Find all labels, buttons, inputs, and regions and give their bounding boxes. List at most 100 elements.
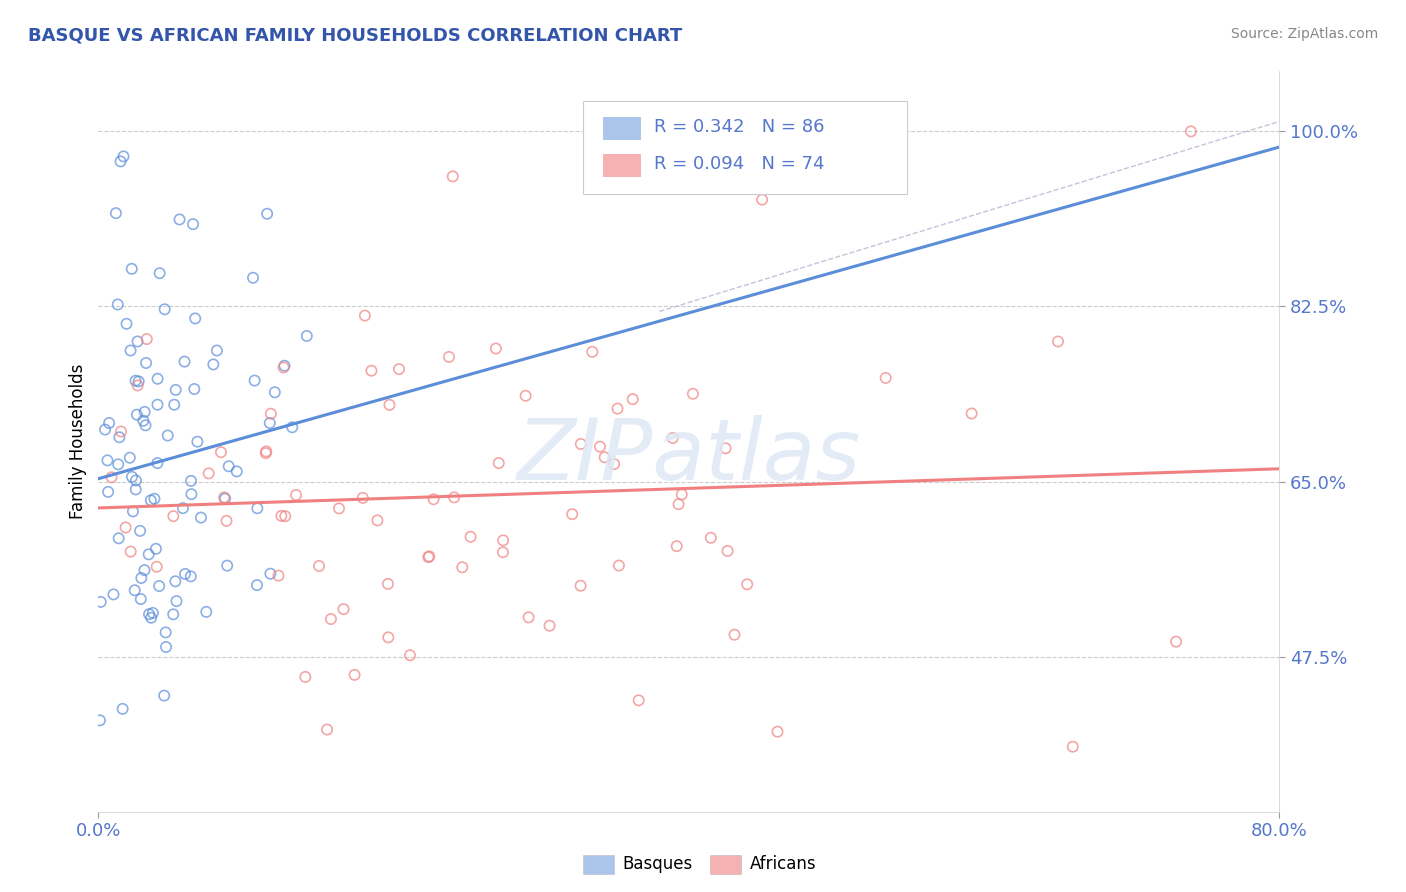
Point — [104, 206, 127, 220]
Point — [256, 207, 278, 221]
Point — [146, 456, 169, 470]
Point — [517, 610, 540, 624]
Point — [418, 549, 440, 564]
Text: Basques: Basques — [623, 855, 693, 873]
Point — [121, 470, 143, 484]
Point — [593, 450, 616, 465]
Point — [225, 464, 247, 478]
Point — [120, 544, 142, 558]
Point — [107, 532, 129, 546]
Point — [110, 425, 132, 439]
Text: R = 0.094   N = 74: R = 0.094 N = 74 — [654, 155, 824, 173]
Point — [143, 491, 166, 506]
Point — [274, 509, 297, 524]
Point — [96, 453, 118, 467]
Point — [111, 702, 134, 716]
Point — [145, 541, 167, 556]
Text: R = 0.342   N = 86: R = 0.342 N = 86 — [654, 118, 824, 136]
Point — [714, 442, 737, 456]
Point — [581, 344, 603, 359]
Point — [108, 430, 131, 444]
Point — [316, 723, 339, 737]
Point — [97, 484, 120, 499]
Point — [263, 385, 285, 400]
Point — [190, 510, 212, 524]
Point — [492, 533, 515, 548]
Point — [202, 358, 225, 372]
Point — [246, 501, 269, 516]
Point — [183, 382, 205, 396]
Point — [162, 607, 184, 622]
Point — [665, 539, 688, 553]
Point — [443, 491, 465, 505]
Point — [700, 531, 723, 545]
Text: BASQUE VS AFRICAN FAMILY HOUSEHOLDS CORRELATION CHART: BASQUE VS AFRICAN FAMILY HOUSEHOLDS CORR… — [28, 27, 682, 45]
Point — [273, 360, 295, 375]
Point — [180, 569, 202, 583]
Y-axis label: Family Households: Family Households — [69, 364, 87, 519]
Point — [561, 507, 583, 521]
Point — [124, 583, 146, 598]
Point — [135, 332, 157, 346]
Point — [186, 434, 208, 449]
Bar — [603, 117, 641, 140]
Point — [366, 513, 388, 527]
Point — [129, 524, 152, 538]
Point — [110, 154, 132, 169]
Point — [169, 212, 191, 227]
Point — [100, 470, 122, 484]
Text: Source: ZipAtlas.com: Source: ZipAtlas.com — [1230, 27, 1378, 41]
Point — [138, 607, 160, 622]
Point — [174, 566, 197, 581]
Point — [603, 457, 626, 471]
Point — [184, 311, 207, 326]
Point — [124, 374, 146, 388]
Point — [195, 605, 218, 619]
Point — [328, 501, 350, 516]
Point — [295, 329, 318, 343]
Point — [180, 487, 202, 501]
Point — [661, 431, 683, 445]
Point — [460, 530, 482, 544]
Point — [139, 493, 162, 508]
Point — [125, 408, 148, 422]
Point — [621, 392, 644, 406]
Point — [218, 459, 240, 474]
FancyBboxPatch shape — [582, 101, 907, 194]
Point — [146, 372, 169, 386]
Point — [107, 297, 129, 311]
Point — [273, 359, 295, 373]
Point — [285, 488, 308, 502]
Point — [197, 467, 219, 481]
Point — [149, 266, 172, 280]
Point — [270, 508, 292, 523]
Point — [260, 407, 283, 421]
Point — [103, 587, 125, 601]
Point — [538, 618, 561, 632]
Point — [155, 640, 177, 654]
Point — [141, 611, 163, 625]
Point — [488, 456, 510, 470]
Point — [1180, 124, 1202, 138]
Point — [627, 693, 650, 707]
Point — [451, 560, 474, 574]
Point — [485, 342, 508, 356]
Point — [668, 497, 690, 511]
Point — [125, 483, 148, 497]
Point — [569, 437, 592, 451]
Point — [246, 578, 269, 592]
Point — [90, 595, 112, 609]
Point — [125, 474, 148, 488]
Point — [751, 193, 773, 207]
Point — [875, 371, 897, 385]
Point — [682, 386, 704, 401]
Point — [308, 559, 330, 574]
Point — [960, 407, 983, 421]
Point — [165, 383, 187, 397]
Point — [254, 446, 277, 460]
Point — [120, 343, 142, 358]
Point — [254, 444, 277, 458]
Point — [165, 574, 187, 589]
Point — [1166, 634, 1188, 648]
Point — [128, 375, 150, 389]
